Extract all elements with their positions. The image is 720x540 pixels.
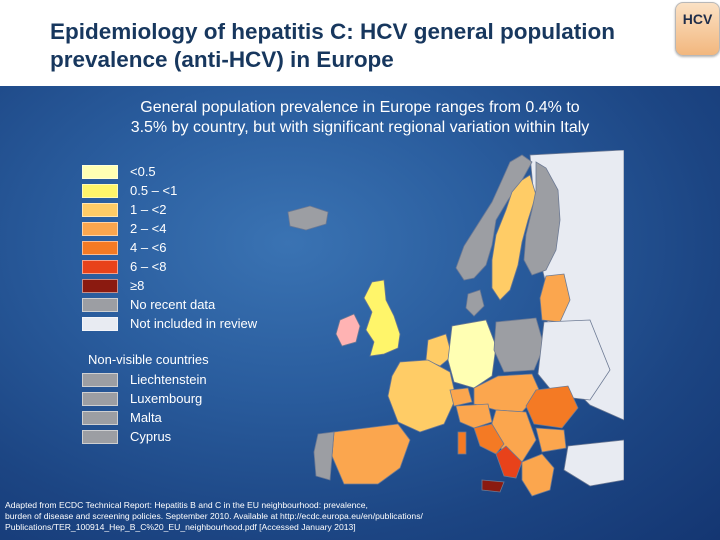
map-finland bbox=[523, 161, 561, 276]
non-visible-item: Luxembourg bbox=[82, 389, 312, 408]
map-italy-centre bbox=[473, 423, 505, 455]
non-visible-list: Liechtenstein Luxembourg Malta Cyprus bbox=[82, 370, 312, 446]
map-greece bbox=[521, 453, 555, 497]
map-france bbox=[387, 359, 457, 433]
legend-item: 2 – <4 bbox=[82, 219, 312, 238]
map-sicily bbox=[481, 479, 505, 493]
legend-item: No recent data bbox=[82, 295, 312, 314]
title-line-2: prevalence (anti-HCV) in Europe bbox=[50, 47, 394, 72]
legend-item: 1 – <2 bbox=[82, 200, 312, 219]
legend-label: <0.5 bbox=[130, 164, 156, 179]
legend-swatch bbox=[82, 164, 118, 179]
legend-label: No recent data bbox=[130, 297, 216, 312]
legend-item: 4 – <6 bbox=[82, 238, 312, 257]
legend-item: <0.5 bbox=[82, 162, 312, 181]
europe-map bbox=[287, 150, 624, 497]
non-visible-item: Cyprus bbox=[82, 427, 312, 446]
map-iceland bbox=[287, 205, 329, 231]
map-denmark bbox=[465, 289, 485, 317]
non-visible-country: Luxembourg bbox=[130, 391, 203, 406]
legend-swatch bbox=[82, 372, 118, 387]
map-uk bbox=[363, 279, 401, 357]
legend-label: 1 – <2 bbox=[130, 202, 167, 217]
legend-item: 6 – <8 bbox=[82, 257, 312, 276]
hcv-badge: HCV bbox=[675, 2, 720, 56]
source-note: Adapted from ECDC Technical Report: Hepa… bbox=[5, 500, 525, 533]
subtitle-line-1: General population prevalence in Europe … bbox=[140, 99, 580, 116]
legend: <0.5 0.5 – <1 1 – <2 2 – <4 4 – <6 6 – <… bbox=[82, 162, 312, 333]
non-visible-item: Liechtenstein bbox=[82, 370, 312, 389]
legend-item: Not included in review bbox=[82, 314, 312, 333]
non-visible-country: Cyprus bbox=[130, 429, 172, 444]
legend-swatch bbox=[82, 259, 118, 274]
legend-item: ≥8 bbox=[82, 276, 312, 295]
legend-label: 4 – <6 bbox=[130, 240, 167, 255]
legend-swatch bbox=[82, 240, 118, 255]
map-romania bbox=[525, 385, 579, 429]
subtitle-line-2: 3.5% by country, but with significant re… bbox=[130, 119, 590, 136]
map-spain bbox=[331, 423, 411, 485]
subtitle: General population prevalence in Europe … bbox=[80, 98, 640, 138]
map-norway bbox=[455, 154, 533, 281]
legend-swatch bbox=[82, 316, 118, 331]
legend-swatch bbox=[82, 391, 118, 406]
non-visible-country: Malta bbox=[130, 410, 162, 425]
map-sardinia bbox=[457, 431, 467, 455]
legend-swatch bbox=[82, 278, 118, 293]
legend-swatch bbox=[82, 221, 118, 236]
source-line-1: Adapted from ECDC Technical Report: Hepa… bbox=[5, 500, 368, 510]
legend-label: ≥8 bbox=[130, 278, 145, 293]
map-poland bbox=[493, 317, 545, 373]
legend-swatch bbox=[82, 410, 118, 425]
map-germany bbox=[447, 319, 497, 389]
legend-swatch bbox=[82, 183, 118, 198]
map-portugal bbox=[313, 431, 335, 481]
legend-label: Not included in review bbox=[130, 316, 258, 331]
non-visible-country: Liechtenstein bbox=[130, 372, 207, 387]
map-benelux bbox=[425, 333, 453, 367]
slide-title: Epidemiology of hepatitis C: HCV general… bbox=[50, 18, 670, 74]
legend-label: 2 – <4 bbox=[130, 221, 167, 236]
map-ukraine bbox=[537, 319, 611, 401]
legend-swatch bbox=[82, 297, 118, 312]
non-visible-title: Non-visible countries bbox=[88, 352, 209, 367]
map-turkey bbox=[563, 439, 624, 487]
non-visible-item: Malta bbox=[82, 408, 312, 427]
legend-item: 0.5 – <1 bbox=[82, 181, 312, 200]
source-line-3: Publications/TER_100914_Hep_B_C%20_EU_ne… bbox=[5, 522, 356, 532]
map-italy-north bbox=[455, 403, 493, 429]
map-italy-south bbox=[495, 445, 523, 479]
title-line-1: Epidemiology of hepatitis C: HCV general… bbox=[50, 19, 616, 44]
legend-swatch bbox=[82, 202, 118, 217]
legend-label: 0.5 – <1 bbox=[130, 183, 178, 198]
legend-swatch bbox=[82, 429, 118, 444]
map-bulgaria bbox=[535, 427, 567, 453]
map-ireland bbox=[335, 313, 361, 347]
map-switzerland bbox=[449, 387, 473, 407]
title-band bbox=[0, 0, 720, 86]
legend-label: 6 – <8 bbox=[130, 259, 167, 274]
source-line-2: burden of disease and screening policies… bbox=[5, 511, 423, 521]
